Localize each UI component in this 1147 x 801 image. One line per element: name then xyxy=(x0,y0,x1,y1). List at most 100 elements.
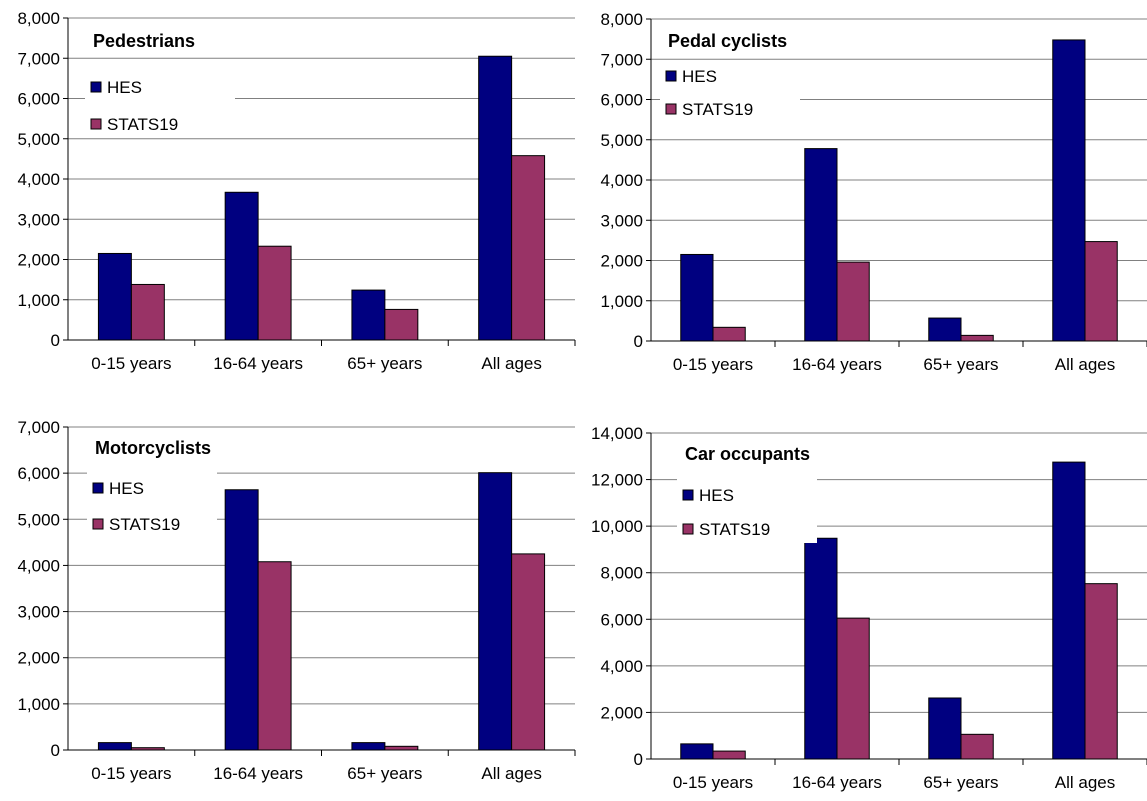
y-tick-label: 0 xyxy=(51,331,60,350)
legend-swatch-hes xyxy=(90,81,102,93)
chart-title: Pedal cyclists xyxy=(668,31,787,51)
legend-background xyxy=(85,71,235,138)
legend-label-stats19: STATS19 xyxy=(109,515,180,534)
y-tick-label: 5,000 xyxy=(17,510,60,529)
bar-hes-3 xyxy=(351,289,386,341)
y-tick-label: 7,000 xyxy=(17,49,60,68)
y-tick-label: 2,000 xyxy=(17,649,60,668)
bar-hes-2 xyxy=(804,148,838,342)
chart-title: Car occupants xyxy=(685,444,810,464)
legend-label-hes: HES xyxy=(107,78,142,97)
legend-label-hes: HES xyxy=(109,479,144,498)
y-tick-label: 1,000 xyxy=(17,695,60,714)
y-tick-label: 3,000 xyxy=(17,603,60,622)
bar-stats19-2 xyxy=(257,561,292,751)
legend: HES STATS19 xyxy=(85,71,235,138)
bar-hes-1 xyxy=(97,742,132,751)
bar-hes-3 xyxy=(351,742,386,751)
bar-stats19-3 xyxy=(384,308,419,341)
y-tick-label: 3,000 xyxy=(17,210,60,229)
bar-hes-2 xyxy=(804,537,838,760)
x-tick-label: 16-64 years xyxy=(792,355,882,374)
y-tick-label: 7,000 xyxy=(600,50,643,69)
x-tick-label: 16-64 years xyxy=(213,354,303,373)
y-tick-label: 2,000 xyxy=(17,251,60,270)
x-tick-label: All ages xyxy=(481,354,541,373)
y-tick-label: 6,000 xyxy=(17,464,60,483)
bar-stats19-1 xyxy=(712,750,746,760)
x-tick-label: 0-15 years xyxy=(91,764,171,783)
bar-hes-2 xyxy=(224,191,259,341)
chart-title: Pedestrians xyxy=(93,31,195,51)
chart-title: Motorcyclists xyxy=(95,438,211,458)
legend-label-hes: HES xyxy=(699,486,734,505)
bar-stats19-2 xyxy=(836,617,870,760)
legend-swatch-stats19 xyxy=(682,523,694,535)
y-tick-label: 7,000 xyxy=(17,418,60,437)
legend-label-stats19: STATS19 xyxy=(699,520,770,539)
x-tick-label: 65+ years xyxy=(347,764,422,783)
legend-swatch-stats19 xyxy=(665,103,677,115)
y-tick-label: 6,000 xyxy=(600,91,643,110)
bar-hes-3 xyxy=(928,317,962,342)
y-tick-label: 5,000 xyxy=(600,131,643,150)
legend-swatch-hes xyxy=(92,482,104,494)
x-tick-label: 65+ years xyxy=(923,355,998,374)
x-tick-label: 16-64 years xyxy=(792,773,882,792)
y-tick-label: 12,000 xyxy=(591,471,643,490)
bar-hes-1 xyxy=(97,252,132,341)
bar-stats19-4 xyxy=(511,155,546,341)
bar-stats19-3 xyxy=(960,334,994,342)
y-tick-label: 2,000 xyxy=(600,252,643,271)
x-tick-label: 16-64 years xyxy=(213,764,303,783)
bar-hes-2 xyxy=(224,489,259,751)
legend-label-hes: HES xyxy=(682,67,717,86)
bar-stats19-2 xyxy=(836,261,870,342)
y-tick-label: 5,000 xyxy=(17,130,60,149)
legend: HES STATS19 xyxy=(660,60,800,123)
y-tick-label: 14,000 xyxy=(591,424,643,443)
y-tick-label: 6,000 xyxy=(17,90,60,109)
bar-hes-3 xyxy=(928,697,962,760)
bar-stats19-4 xyxy=(511,553,546,751)
legend-swatch-hes xyxy=(682,489,694,501)
legend-swatch-stats19 xyxy=(92,518,104,530)
y-tick-label: 1,000 xyxy=(17,291,60,310)
y-tick-label: 10,000 xyxy=(591,517,643,536)
bar-hes-4 xyxy=(478,55,513,341)
y-tick-label: 6,000 xyxy=(600,610,643,629)
y-tick-label: 2,000 xyxy=(600,703,643,722)
bar-hes-4 xyxy=(1052,461,1086,760)
bar-stats19-2 xyxy=(257,245,292,341)
bar-stats19-3 xyxy=(384,745,419,751)
legend: HES STATS19 xyxy=(87,472,217,538)
y-tick-label: 8,000 xyxy=(600,10,643,29)
y-tick-label: 4,000 xyxy=(17,170,60,189)
legend-background xyxy=(660,60,800,123)
legend-label-stats19: STATS19 xyxy=(682,100,753,119)
legend-swatch-stats19 xyxy=(90,118,102,130)
bar-stats19-3 xyxy=(960,733,994,760)
y-tick-label: 4,000 xyxy=(17,556,60,575)
legend-label-stats19: STATS19 xyxy=(107,115,178,134)
bar-hes-1 xyxy=(680,253,714,342)
bar-hes-1 xyxy=(680,743,714,760)
x-tick-label: All ages xyxy=(1055,355,1115,374)
y-tick-label: 0 xyxy=(51,741,60,760)
y-tick-label: 8,000 xyxy=(600,564,643,583)
chart-panel-1: 0 1,000 2,000 3,000 4,000 5,000 6,000 7,000 8,00… xyxy=(17,9,576,373)
bar-hes-4 xyxy=(478,472,513,751)
x-tick-label: 0-15 years xyxy=(91,354,171,373)
legend: HES STATS19 xyxy=(677,479,817,543)
bar-stats19-1 xyxy=(712,326,746,342)
chart-panel-3: 0 1,000 2,000 3,000 4,000 5,000 6,000 7,000 0-15… xyxy=(17,418,576,783)
y-tick-label: 8,000 xyxy=(17,9,60,28)
chart-panel-4: 0 2,000 4,000 6,000 8,000 10,000 12,000 14,000 0… xyxy=(591,424,1147,792)
y-tick-label: 3,000 xyxy=(600,211,643,230)
y-tick-label: 1,000 xyxy=(600,292,643,311)
legend-background xyxy=(87,472,217,538)
y-tick-label: 4,000 xyxy=(600,657,643,676)
chart-panel-2: 0 1,000 2,000 3,000 4,000 5,000 6,000 7,000 8,00… xyxy=(600,10,1147,374)
x-tick-label: 65+ years xyxy=(923,773,998,792)
